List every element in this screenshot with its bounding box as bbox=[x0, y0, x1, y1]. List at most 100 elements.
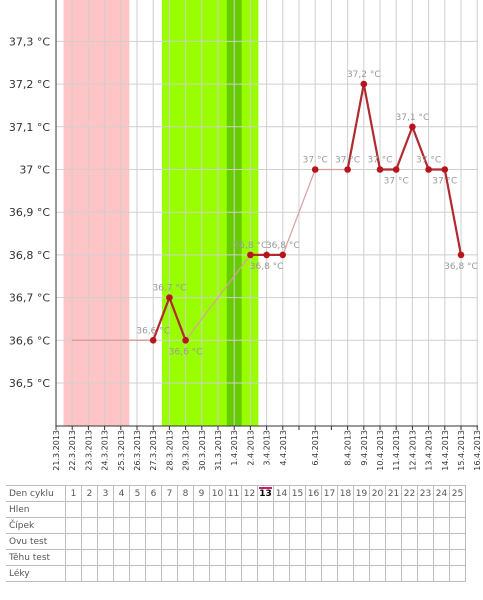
cycle-cell[interactable] bbox=[273, 565, 290, 582]
cycle-day[interactable]: 25 bbox=[449, 485, 466, 502]
cycle-cell[interactable] bbox=[81, 533, 98, 550]
cycle-cell[interactable] bbox=[97, 533, 114, 550]
cycle-cell[interactable] bbox=[417, 549, 434, 566]
cycle-day[interactable]: 22 bbox=[401, 485, 418, 502]
cycle-cell[interactable] bbox=[449, 565, 466, 582]
cycle-cell[interactable] bbox=[401, 533, 418, 550]
cycle-cell[interactable] bbox=[353, 565, 370, 582]
cycle-cell[interactable] bbox=[97, 549, 114, 566]
cycle-cell[interactable] bbox=[433, 501, 450, 518]
cycle-cell[interactable] bbox=[97, 517, 114, 534]
cycle-cell[interactable] bbox=[289, 517, 306, 534]
cycle-cell[interactable] bbox=[337, 549, 354, 566]
cycle-cell[interactable] bbox=[65, 517, 82, 534]
cycle-cell[interactable] bbox=[449, 517, 466, 534]
data-point[interactable] bbox=[166, 294, 173, 301]
cycle-cell[interactable] bbox=[417, 517, 434, 534]
cycle-cell[interactable] bbox=[449, 533, 466, 550]
cycle-cell[interactable] bbox=[337, 517, 354, 534]
cycle-cell[interactable] bbox=[209, 549, 226, 566]
cycle-day-today[interactable]: 13 bbox=[257, 485, 274, 502]
cycle-day[interactable]: 20 bbox=[369, 485, 386, 502]
cycle-cell[interactable] bbox=[225, 517, 242, 534]
cycle-cell[interactable] bbox=[401, 549, 418, 566]
cycle-cell[interactable] bbox=[417, 565, 434, 582]
cycle-cell[interactable] bbox=[337, 565, 354, 582]
cycle-cell[interactable] bbox=[113, 565, 130, 582]
cycle-cell[interactable] bbox=[257, 517, 274, 534]
cycle-cell[interactable] bbox=[161, 565, 178, 582]
cycle-cell[interactable] bbox=[273, 517, 290, 534]
data-point[interactable] bbox=[409, 123, 416, 131]
cycle-cell[interactable] bbox=[65, 501, 82, 518]
cycle-cell[interactable] bbox=[81, 549, 98, 566]
cycle-day[interactable]: 6 bbox=[145, 485, 162, 502]
cycle-cell[interactable] bbox=[257, 549, 274, 566]
cycle-cell[interactable] bbox=[113, 501, 130, 518]
cycle-cell[interactable] bbox=[193, 533, 210, 550]
cycle-day[interactable]: 4 bbox=[113, 485, 130, 502]
cycle-cell[interactable] bbox=[193, 549, 210, 566]
cycle-cell[interactable] bbox=[177, 517, 194, 534]
cycle-day[interactable]: 18 bbox=[337, 485, 354, 502]
cycle-cell[interactable] bbox=[257, 533, 274, 550]
cycle-cell[interactable] bbox=[353, 549, 370, 566]
cycle-cell[interactable] bbox=[161, 549, 178, 566]
cycle-cell[interactable] bbox=[305, 517, 322, 534]
cycle-cell[interactable] bbox=[177, 565, 194, 582]
cycle-day[interactable]: 21 bbox=[385, 485, 402, 502]
cycle-cell[interactable] bbox=[337, 533, 354, 550]
cycle-cell[interactable] bbox=[145, 549, 162, 566]
cycle-cell[interactable] bbox=[65, 549, 82, 566]
cycle-cell[interactable] bbox=[113, 533, 130, 550]
cycle-day[interactable]: 19 bbox=[353, 485, 370, 502]
cycle-day[interactable]: 24 bbox=[433, 485, 450, 502]
cycle-cell[interactable] bbox=[369, 517, 386, 534]
cycle-day[interactable]: 14 bbox=[273, 485, 290, 502]
cycle-cell[interactable] bbox=[225, 501, 242, 518]
cycle-cell[interactable] bbox=[65, 533, 82, 550]
cycle-cell[interactable] bbox=[385, 549, 402, 566]
cycle-cell[interactable] bbox=[81, 565, 98, 582]
cycle-cell[interactable] bbox=[433, 549, 450, 566]
cycle-cell[interactable] bbox=[369, 549, 386, 566]
cycle-cell[interactable] bbox=[241, 565, 258, 582]
cycle-cell[interactable] bbox=[305, 565, 322, 582]
data-point[interactable] bbox=[376, 166, 384, 173]
cycle-day[interactable]: 16 bbox=[305, 485, 322, 502]
cycle-day[interactable]: 3 bbox=[97, 485, 114, 502]
cycle-cell[interactable] bbox=[433, 533, 450, 550]
cycle-cell[interactable] bbox=[353, 517, 370, 534]
cycle-cell[interactable] bbox=[433, 565, 450, 582]
cycle-cell[interactable] bbox=[129, 517, 146, 534]
cycle-cell[interactable] bbox=[193, 565, 210, 582]
cycle-cell[interactable] bbox=[305, 549, 322, 566]
cycle-cell[interactable] bbox=[289, 565, 306, 582]
cycle-cell[interactable] bbox=[385, 565, 402, 582]
cycle-cell[interactable] bbox=[241, 517, 258, 534]
cycle-cell[interactable] bbox=[97, 565, 114, 582]
data-point[interactable] bbox=[360, 80, 368, 88]
cycle-cell[interactable] bbox=[193, 517, 210, 534]
cycle-cell[interactable] bbox=[129, 565, 146, 582]
cycle-cell[interactable] bbox=[305, 501, 322, 518]
cycle-cell[interactable] bbox=[209, 565, 226, 582]
cycle-cell[interactable] bbox=[225, 533, 242, 550]
cycle-cell[interactable] bbox=[369, 565, 386, 582]
cycle-day[interactable]: 2 bbox=[81, 485, 98, 502]
cycle-cell[interactable] bbox=[433, 517, 450, 534]
data-point[interactable] bbox=[344, 166, 351, 173]
cycle-cell[interactable] bbox=[145, 565, 162, 582]
cycle-cell[interactable] bbox=[305, 533, 322, 550]
cycle-cell[interactable] bbox=[129, 501, 146, 518]
cycle-cell[interactable] bbox=[177, 549, 194, 566]
data-point[interactable] bbox=[425, 166, 432, 173]
cycle-cell[interactable] bbox=[81, 501, 98, 518]
cycle-cell[interactable] bbox=[353, 533, 370, 550]
cycle-cell[interactable] bbox=[177, 501, 194, 518]
cycle-cell[interactable] bbox=[113, 517, 130, 534]
cycle-cell[interactable] bbox=[193, 501, 210, 518]
data-point[interactable] bbox=[263, 251, 270, 259]
cycle-day[interactable]: 7 bbox=[161, 485, 178, 502]
cycle-cell[interactable] bbox=[241, 533, 258, 550]
